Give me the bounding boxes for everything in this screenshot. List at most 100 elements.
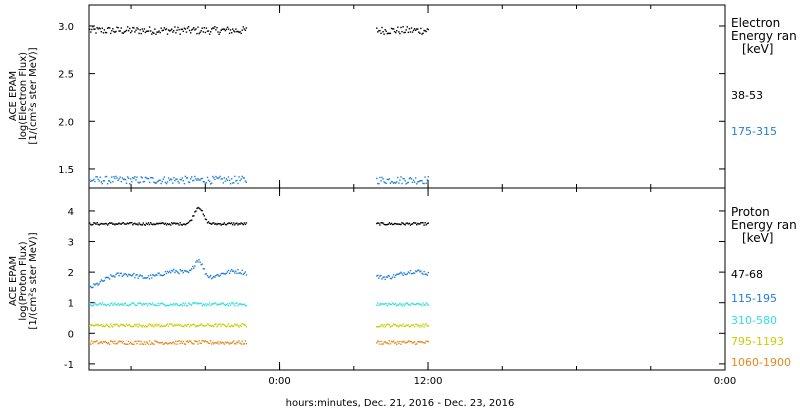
proton-point-795-1193 — [378, 326, 380, 328]
proton-point-310-580 — [405, 302, 407, 304]
electron-point-175-315 — [412, 179, 415, 181]
x-tick-label: 0:00 — [268, 376, 290, 387]
electron-point-175-315 — [146, 177, 149, 180]
proton-point-47-68 — [144, 224, 147, 226]
electron-point-38-53 — [174, 26, 176, 28]
proton-point-115-195 — [205, 273, 208, 275]
proton-point-1060-1900 — [138, 340, 140, 343]
proton-point-795-1193 — [413, 326, 416, 328]
proton-point-1060-1900 — [203, 341, 205, 343]
proton-point-115-195 — [220, 273, 222, 275]
electron-point-175-315 — [401, 182, 403, 185]
proton-point-310-580 — [96, 304, 98, 306]
proton-point-310-580 — [136, 304, 138, 307]
electron-point-38-53 — [401, 30, 403, 33]
proton-point-795-1193 — [388, 324, 391, 326]
proton-point-795-1193 — [104, 325, 107, 327]
proton-point-47-68 — [145, 222, 148, 224]
electron-point-38-53 — [147, 30, 150, 32]
proton-point-47-68 — [138, 222, 140, 224]
electron-point-175-315 — [155, 182, 157, 184]
proton-point-795-1193 — [188, 326, 191, 328]
proton-point-795-1193 — [211, 325, 213, 328]
proton-point-1060-1900 — [123, 343, 126, 345]
proton-point-795-1193 — [210, 324, 212, 327]
proton-point-1060-1900 — [420, 341, 422, 343]
electron-point-175-315 — [218, 176, 220, 179]
electron-point-38-53 — [427, 28, 429, 31]
proton-point-795-1193 — [129, 324, 131, 326]
proton-point-47-68 — [106, 224, 109, 226]
proton-point-115-195 — [415, 270, 417, 272]
proton-point-1060-1900 — [207, 342, 210, 344]
proton-point-1060-1900 — [396, 343, 398, 346]
proton-point-115-195 — [120, 272, 122, 275]
proton-point-1060-1900 — [208, 342, 211, 344]
proton-point-795-1193 — [225, 326, 228, 328]
proton-point-310-580 — [157, 302, 159, 305]
proton-point-310-580 — [426, 303, 428, 305]
electron-point-38-53 — [170, 29, 172, 32]
proton-point-115-195 — [135, 274, 137, 276]
proton-point-1060-1900 — [388, 340, 391, 342]
proton-point-115-195 — [419, 271, 421, 273]
proton-point-310-580 — [233, 303, 235, 305]
electron-point-38-53 — [196, 32, 198, 35]
proton-point-47-68 — [96, 222, 98, 224]
proton-point-795-1193 — [181, 325, 183, 328]
proton-point-47-68 — [231, 222, 233, 224]
proton-point-1060-1900 — [139, 343, 141, 345]
electron-point-175-315 — [409, 177, 412, 179]
proton-legend-title-3: [keV] — [742, 231, 773, 245]
proton-point-310-580 — [190, 303, 192, 306]
proton-point-1060-1900 — [199, 342, 201, 344]
proton-point-115-195 — [376, 275, 378, 277]
proton-point-115-195 — [133, 272, 135, 275]
proton-point-47-68 — [164, 222, 167, 224]
proton-point-1060-1900 — [426, 340, 428, 343]
proton-point-47-68 — [187, 221, 190, 224]
electron-point-38-53 — [157, 31, 159, 33]
proton-point-795-1193 — [409, 325, 412, 328]
proton-point-310-580 — [102, 303, 105, 306]
proton-point-115-195 — [211, 277, 213, 280]
electron-point-175-315 — [104, 176, 107, 178]
proton-point-1060-1900 — [224, 341, 227, 343]
proton-point-47-68 — [165, 224, 168, 226]
electron-point-38-53 — [208, 33, 211, 35]
proton-point-795-1193 — [241, 323, 243, 325]
proton-point-115-195 — [183, 269, 186, 272]
proton-point-795-1193 — [416, 323, 418, 326]
proton-point-115-195 — [218, 275, 220, 277]
proton-point-795-1193 — [422, 323, 424, 325]
proton-point-1060-1900 — [381, 343, 383, 345]
proton-point-310-580 — [177, 304, 179, 306]
proton-point-47-68 — [160, 222, 162, 225]
proton-point-310-580 — [421, 304, 423, 307]
proton-point-310-580 — [197, 302, 199, 304]
proton-point-310-580 — [92, 305, 94, 307]
proton-point-1060-1900 — [184, 343, 187, 345]
proton-point-1060-1900 — [150, 343, 152, 345]
proton-point-795-1193 — [122, 324, 125, 326]
electron-point-175-315 — [427, 176, 429, 178]
proton-point-1060-1900 — [234, 343, 236, 345]
electron-point-38-53 — [383, 33, 385, 35]
proton-point-115-195 — [160, 274, 162, 276]
electron-point-175-315 — [94, 180, 96, 183]
electron-point-175-315 — [219, 175, 221, 178]
electron-point-175-315 — [131, 181, 133, 183]
electron-point-175-315 — [161, 180, 163, 183]
proton-ytick-label: 0 — [68, 329, 74, 340]
electron-point-175-315 — [233, 182, 235, 184]
proton-point-115-195 — [115, 273, 117, 276]
electron-point-38-53 — [180, 28, 182, 31]
proton-point-115-195 — [101, 280, 103, 282]
proton-point-47-68 — [107, 223, 110, 225]
proton-point-310-580 — [220, 303, 222, 305]
proton-point-47-68 — [124, 223, 127, 225]
proton-point-1060-1900 — [202, 340, 204, 342]
proton-point-115-195 — [180, 270, 182, 272]
proton-point-795-1193 — [89, 325, 91, 327]
electron-point-175-315 — [245, 181, 248, 183]
